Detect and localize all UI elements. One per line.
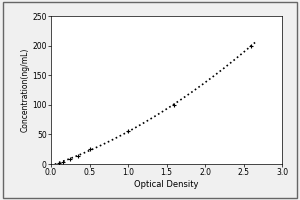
- X-axis label: Optical Density: Optical Density: [134, 180, 199, 189]
- Y-axis label: Concentration(ng/mL): Concentration(ng/mL): [21, 48, 30, 132]
